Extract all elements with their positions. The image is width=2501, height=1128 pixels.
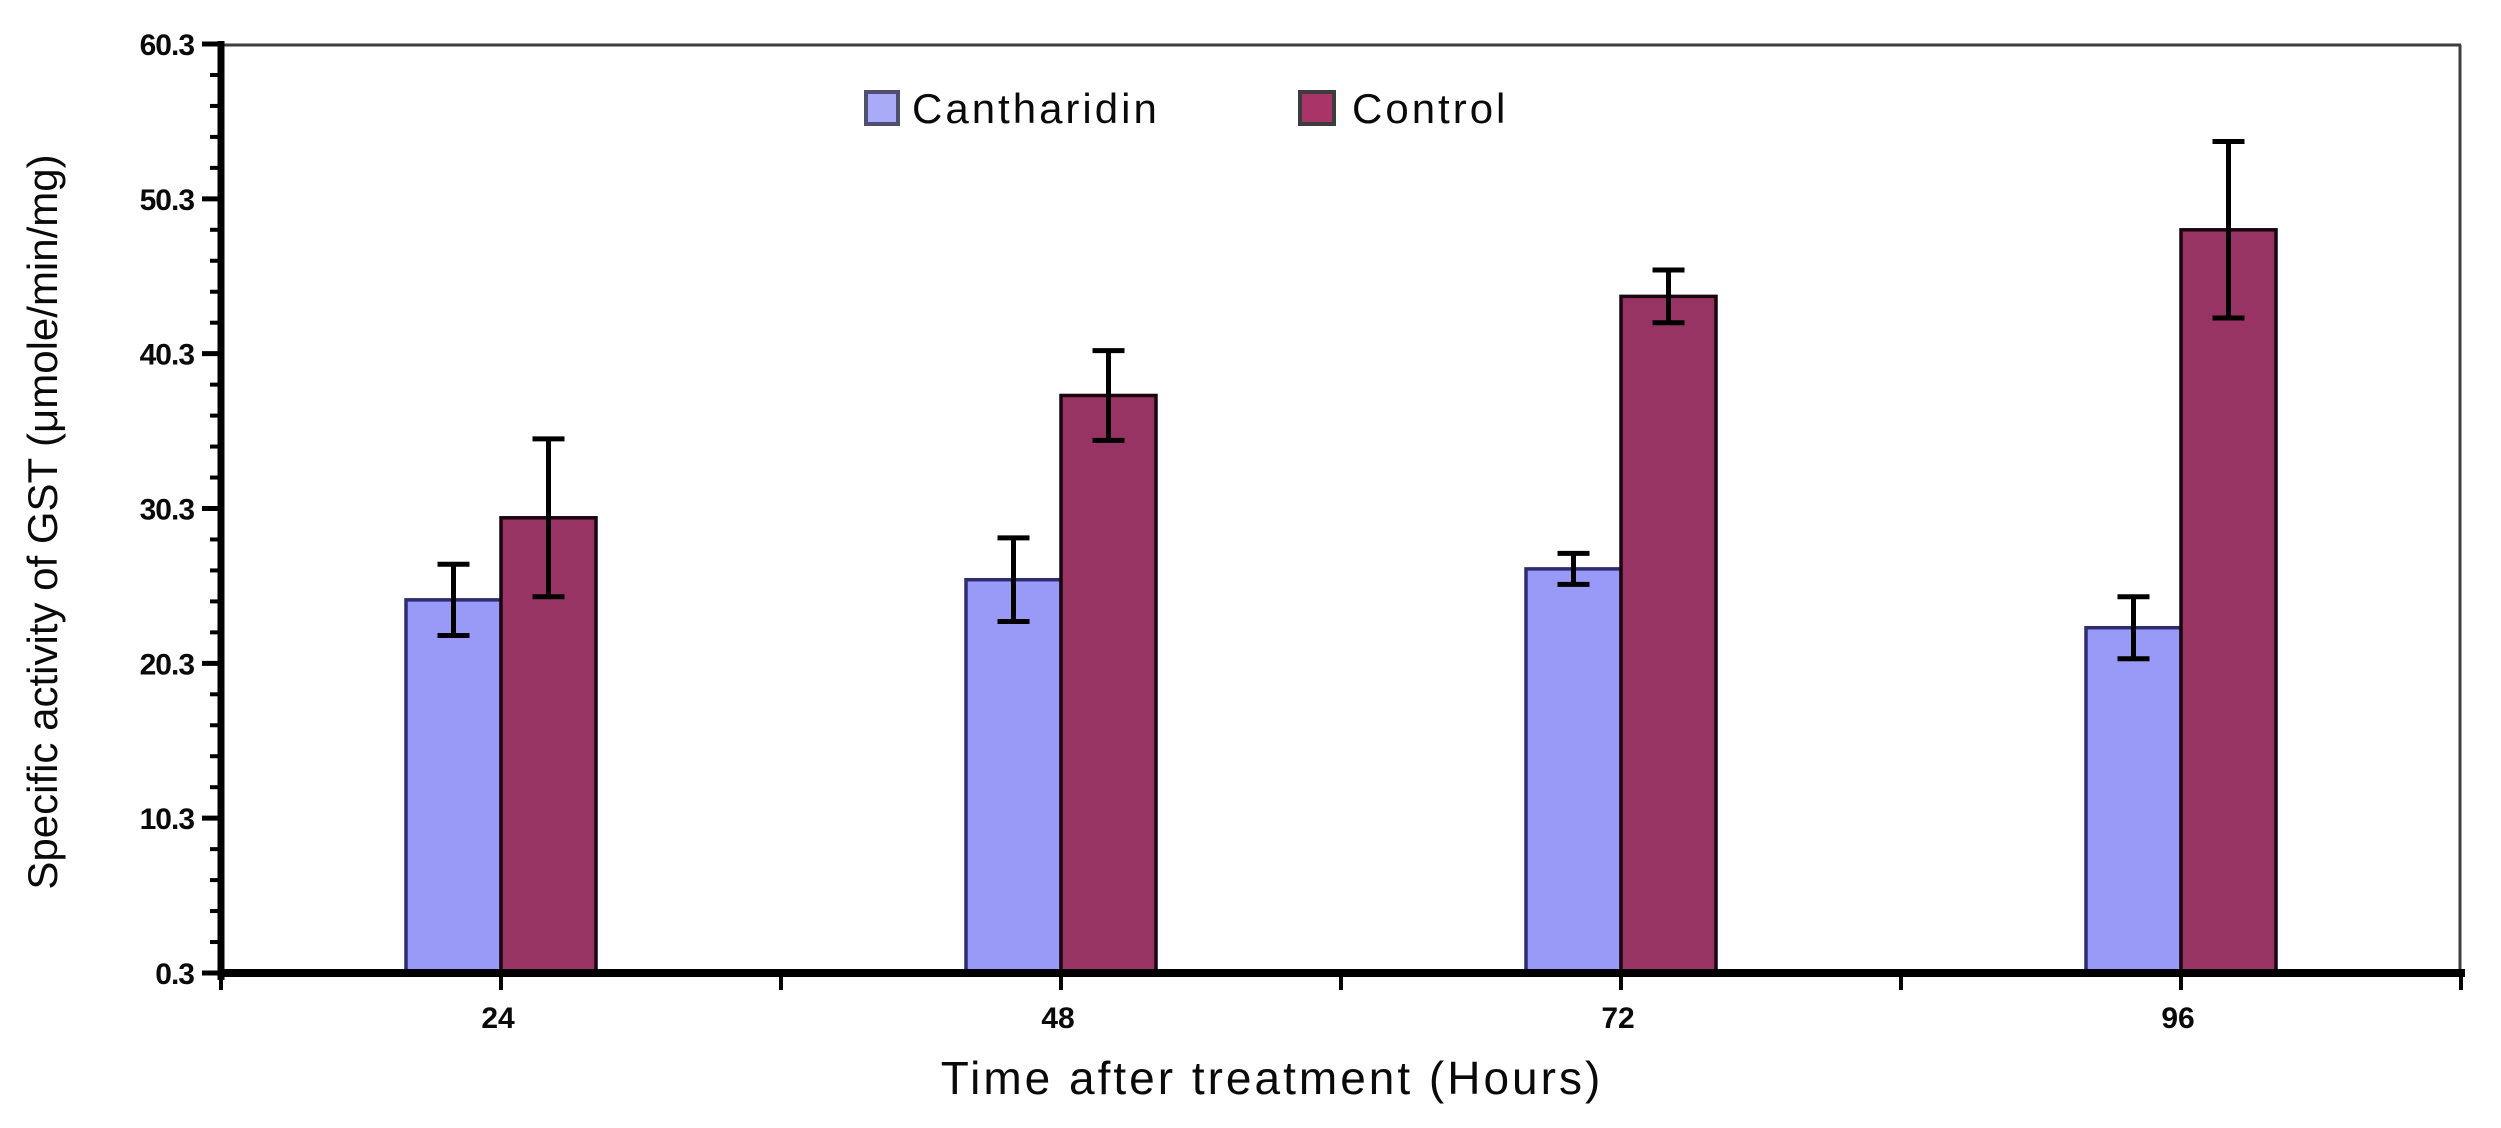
- y-tick-label: 10.3: [140, 803, 195, 836]
- legend-label-cantharidin: Cantharidin: [912, 85, 1160, 132]
- y-tick-label: 30.3: [140, 494, 195, 527]
- legend: Cantharidin Control: [864, 85, 1508, 132]
- y-tick-label: 0.3: [155, 958, 194, 991]
- bar-control-96h: [2179, 228, 2278, 975]
- legend-swatch-cantharidin: [864, 90, 900, 126]
- legend-label-control: Control: [1352, 85, 1508, 132]
- y-tick-label: 60.3: [140, 29, 195, 62]
- bar-series: [404, 228, 2278, 975]
- y-tick-label: 40.3: [140, 339, 195, 372]
- bar-control-72h: [1619, 294, 1718, 975]
- bar-cantharidin-96h: [2084, 625, 2183, 975]
- y-tick-label: 20.3: [140, 648, 195, 681]
- x-axis-ticks: 24 48 72 96: [219, 973, 2463, 1035]
- y-tick-label: 50.3: [140, 184, 195, 217]
- legend-swatch-control: [1298, 90, 1336, 126]
- plot-border: [221, 43, 2462, 973]
- bar-cantharidin-48h: [964, 577, 1063, 975]
- x-tick-label: 72: [1601, 1002, 1634, 1035]
- axes: [217, 41, 2465, 980]
- x-tick-label: 24: [481, 1002, 515, 1035]
- bar-cantharidin-24h: [404, 598, 503, 975]
- x-tick-label: 48: [1041, 1002, 1074, 1035]
- y-axis-title: Specific activity of GST (μmole/min/mg): [19, 154, 66, 889]
- error-bars: [437, 139, 2245, 662]
- bar-control-48h: [1059, 393, 1158, 975]
- y-axis-ticks: 0.3 10.3 20.3 30.3 40.3 50.3 60.3: [140, 29, 221, 991]
- x-axis-title: Time after treatment (Hours): [941, 1052, 1604, 1104]
- bar-cantharidin-72h: [1524, 567, 1623, 975]
- x-tick-label: 96: [2161, 1002, 2194, 1035]
